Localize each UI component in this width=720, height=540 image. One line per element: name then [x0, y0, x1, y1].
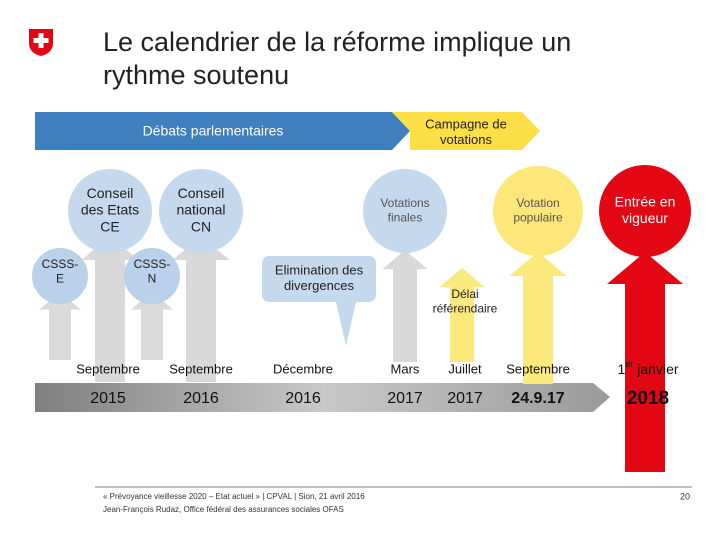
content: Le calendrier de la réforme implique unr…	[32, 27, 691, 514]
node-label: CSSS-	[134, 257, 171, 271]
node-circle	[363, 169, 447, 253]
phase-arrow	[35, 112, 410, 150]
callout-label: référendaire	[433, 301, 498, 315]
node-label: N	[148, 271, 157, 285]
month-part: er	[625, 359, 633, 369]
page-number: 20	[680, 491, 690, 501]
timeline-year: 2016	[183, 390, 219, 407]
slide-title: Le calendrier de la réforme implique un	[103, 27, 571, 57]
gray-arrow	[382, 250, 428, 362]
node-circle	[68, 169, 152, 253]
timeline-bar	[35, 383, 610, 412]
slide-title: rythme soutenu	[103, 60, 289, 90]
red-arrow	[607, 252, 683, 472]
footer-text: « Prévoyance vieillesse 2020 – Etat actu…	[103, 492, 365, 501]
timeline-year: 2017	[387, 390, 423, 407]
timeline-year: 2018	[627, 388, 669, 409]
node-label: Conseil	[178, 185, 225, 201]
callout-label: divergences	[284, 278, 355, 293]
timeline-month: Mars	[391, 361, 420, 376]
gray-arrow	[172, 236, 230, 382]
timeline-month: Décembre	[273, 361, 333, 376]
node-label: Conseil	[87, 185, 134, 201]
timeline-year: 2015	[90, 390, 126, 407]
timeline-year: 2016	[285, 390, 321, 407]
node-label: Entrée en	[615, 193, 676, 209]
timeline-month: 1er janvier	[617, 359, 678, 376]
node-label: populaire	[513, 210, 563, 224]
node-label: Votation	[516, 196, 559, 210]
timeline-year: 2017	[447, 390, 483, 407]
node-label: CSSS-	[42, 257, 79, 271]
yellow-arrow	[509, 252, 567, 384]
callout-label: Elimination des	[275, 263, 364, 278]
timeline-month: Juillet	[448, 361, 482, 376]
node-circle	[599, 165, 691, 257]
phase-label: Débats parlementaires	[143, 123, 284, 139]
node-label: finales	[388, 210, 423, 224]
node-label: national	[176, 202, 225, 218]
node-label: des Etats	[81, 202, 139, 218]
node-label: Votations	[380, 196, 429, 210]
phase-label: Campagne de	[425, 117, 507, 132]
yellow-arrow	[439, 268, 485, 362]
phase-label: votations	[440, 132, 493, 147]
month-part: 1	[617, 361, 625, 377]
callout-bubble	[262, 256, 376, 346]
node-circle	[493, 166, 583, 256]
timeline-month: Septembre	[506, 361, 570, 376]
node-circle	[159, 169, 243, 253]
phase-arrow	[392, 112, 540, 150]
node-label: vigueur	[622, 210, 668, 226]
node-label: CN	[191, 219, 211, 235]
month-part: janvier	[636, 361, 679, 377]
timeline-month: Septembre	[76, 361, 140, 376]
gray-arrow	[39, 292, 81, 360]
swiss-logo	[29, 29, 53, 56]
callout-label: Délai	[451, 287, 478, 301]
timeline-month: Septembre	[169, 361, 233, 376]
footer-text: Jean-François Rudaz, Office fédéral des …	[103, 505, 344, 514]
node-label: CE	[100, 219, 119, 235]
gray-arrow	[131, 292, 173, 360]
node-circle	[124, 248, 180, 304]
node-label: E	[56, 271, 64, 285]
node-circle	[32, 248, 88, 304]
timeline-year: 24.9.17	[511, 390, 564, 407]
